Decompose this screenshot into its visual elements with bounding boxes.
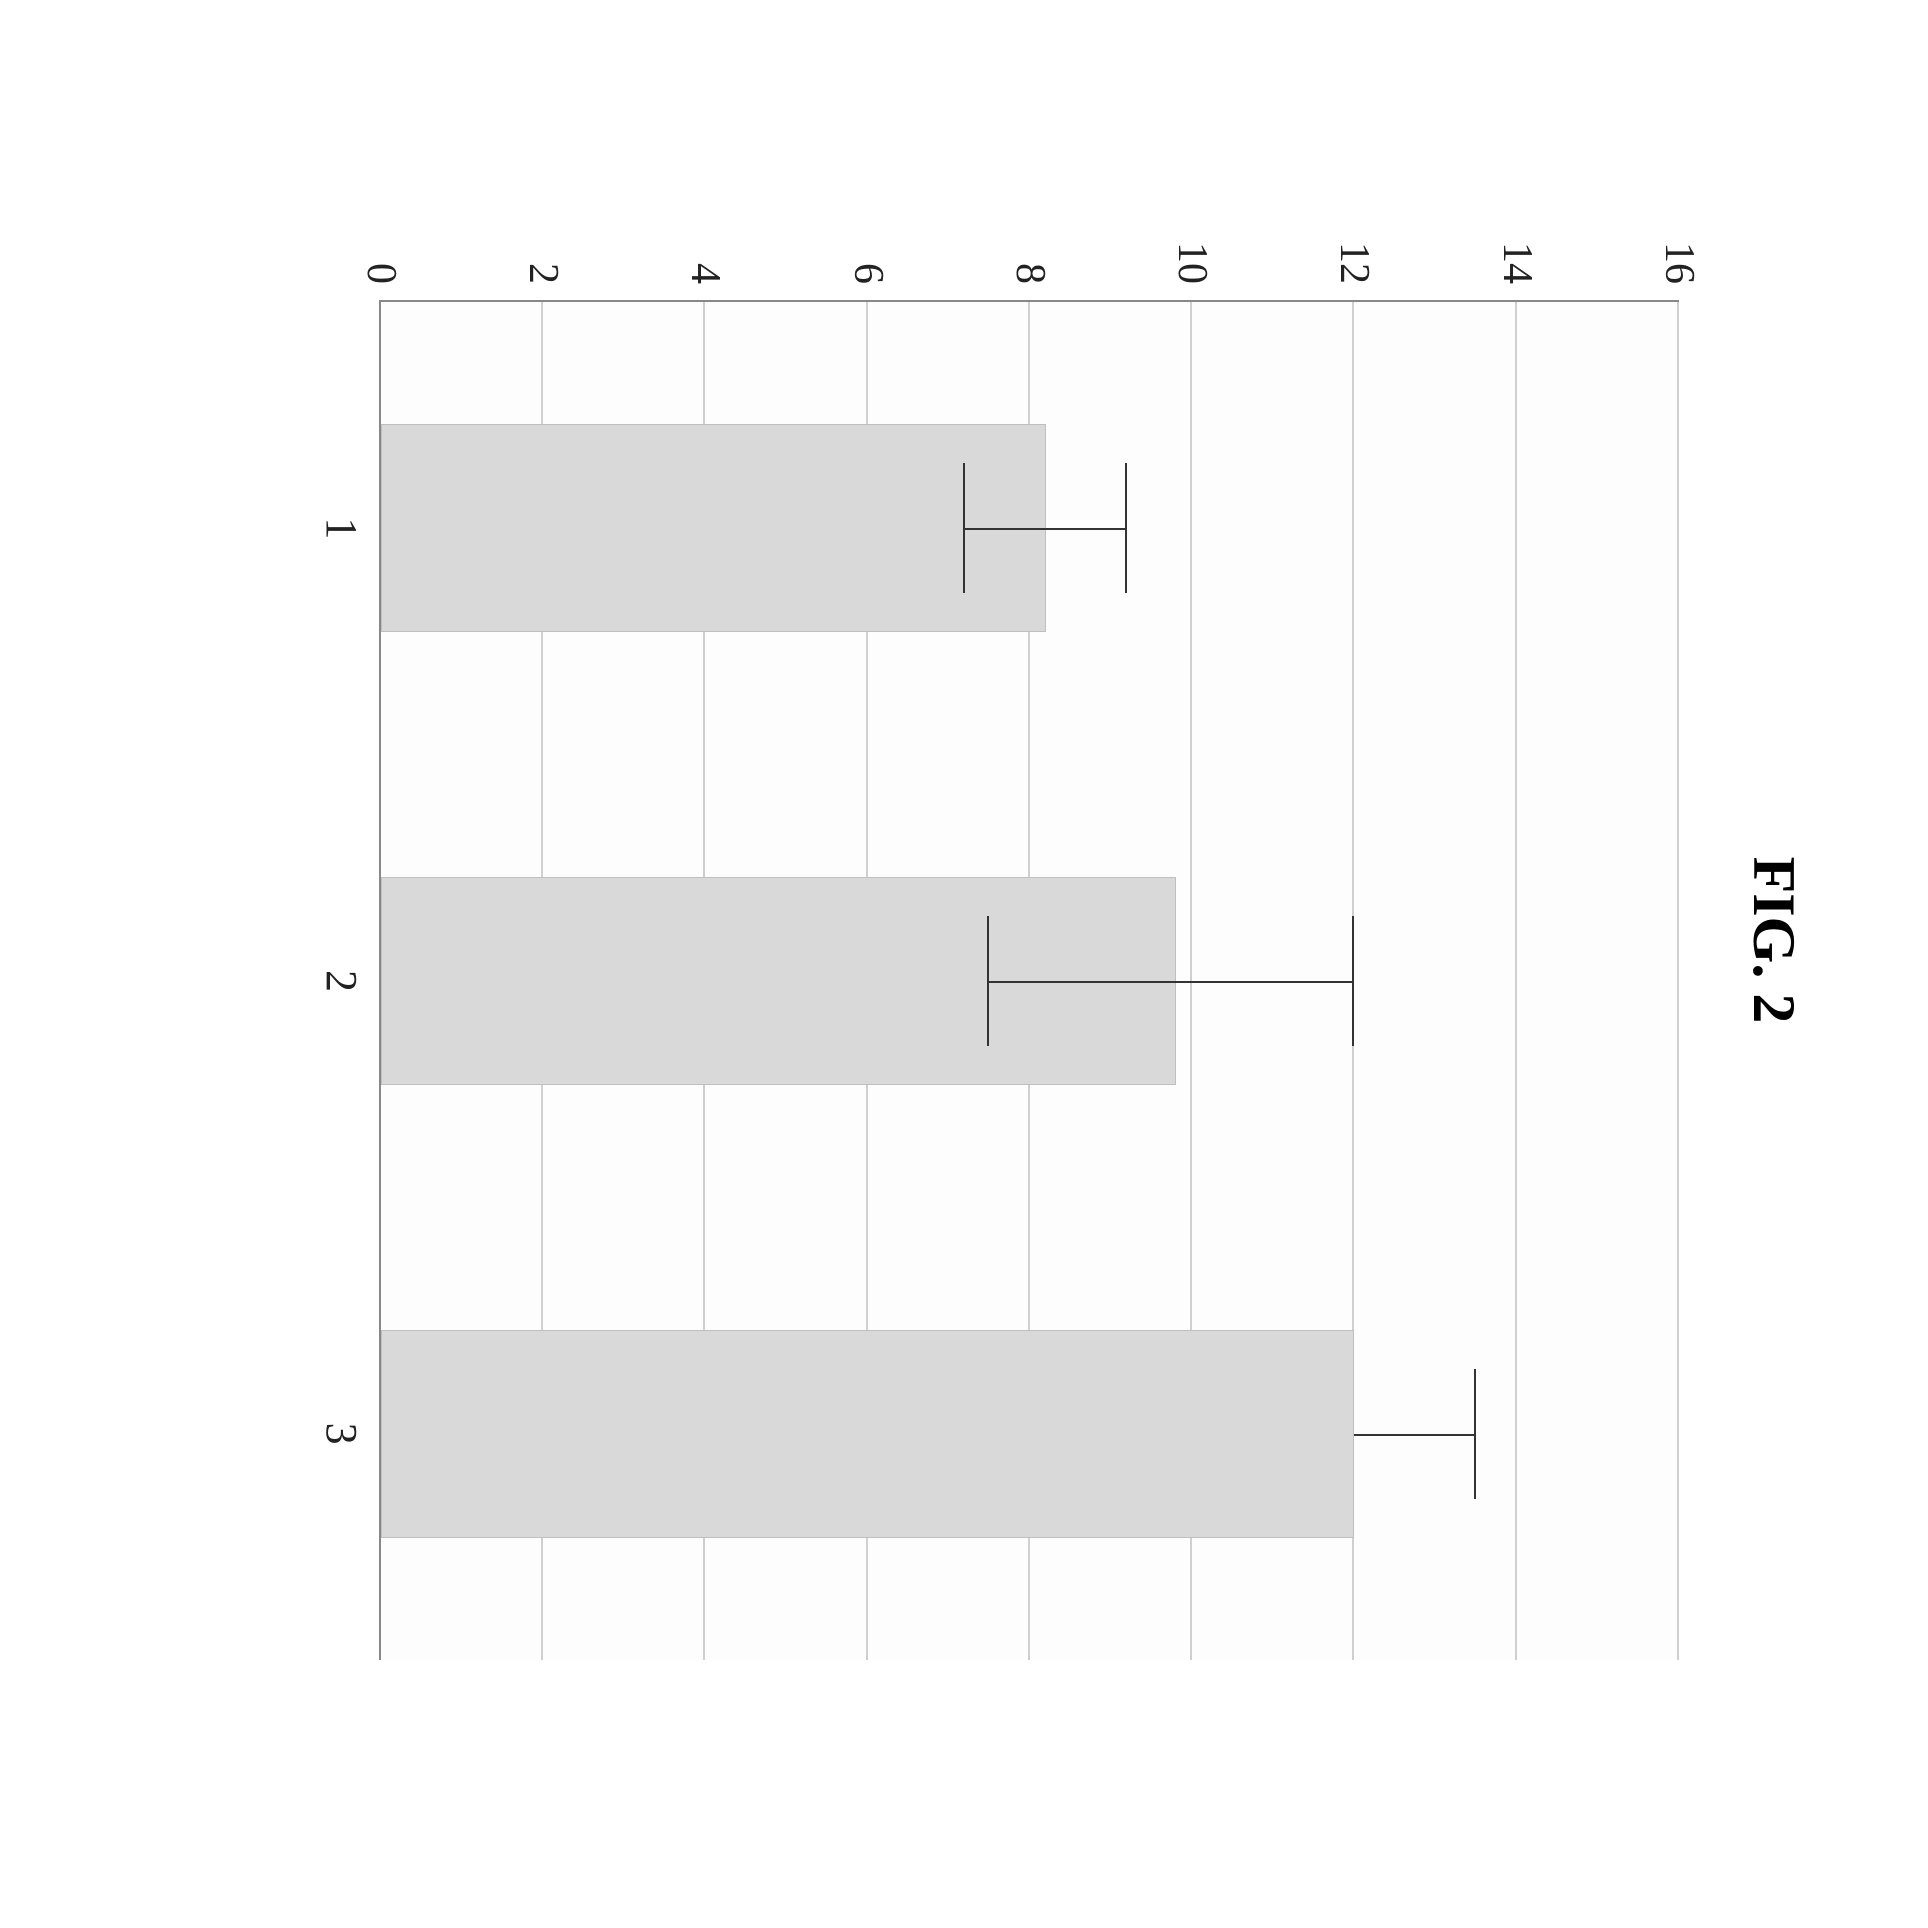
- xtick-label: 3: [316, 1423, 381, 1445]
- error-bar: [965, 528, 1127, 530]
- gridline: [1515, 302, 1517, 1660]
- plot-area: 0246810121416123: [379, 300, 1679, 1660]
- ytick-label: 4: [682, 263, 730, 302]
- bar: [381, 1330, 1355, 1538]
- error-cap: [1125, 463, 1127, 593]
- error-bar: [989, 981, 1354, 983]
- error-cap: [963, 463, 965, 593]
- ytick-label: 10: [1168, 242, 1216, 302]
- ytick-label: 12: [1331, 242, 1379, 302]
- bar: [381, 424, 1046, 632]
- xtick-label: 2: [316, 970, 381, 992]
- ytick-label: 8: [1006, 263, 1054, 302]
- error-cap: [987, 916, 989, 1046]
- ytick-label: 16: [1655, 242, 1703, 302]
- error-cap: [1353, 916, 1355, 1046]
- xtick-label: 1: [316, 517, 381, 539]
- error-cap: [1474, 1369, 1476, 1499]
- error-bar: [1355, 1434, 1477, 1436]
- ytick-label: 2: [519, 263, 567, 302]
- gridline: [1677, 302, 1679, 1660]
- ytick-label: 14: [1493, 242, 1541, 302]
- figure-title: FIG. 2: [1739, 200, 1808, 1680]
- ytick-label: 6: [844, 263, 892, 302]
- bar-chart: 0246810121416123: [299, 200, 1699, 1680]
- ytick-label: 0: [357, 263, 405, 302]
